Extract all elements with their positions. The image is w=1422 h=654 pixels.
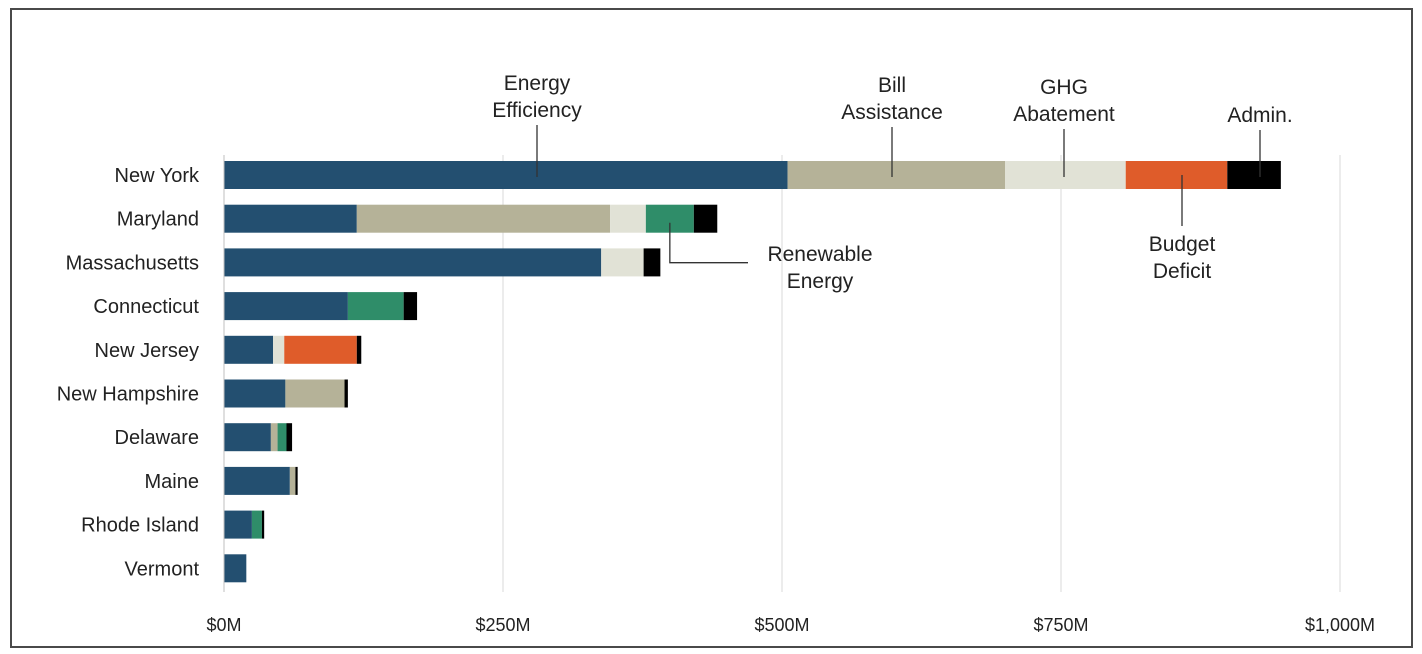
category-label-maine: Maine bbox=[145, 471, 199, 493]
bar-connecticut-renewable-energy bbox=[347, 292, 404, 321]
bar-rhode-island-energy-efficiency bbox=[224, 510, 252, 539]
category-label-massachusetts: Massachusetts bbox=[66, 252, 199, 274]
category-label-rhode-island: Rhode Island bbox=[81, 515, 199, 537]
annotation-bill-assistance: Bill Assistance bbox=[841, 74, 943, 177]
bar-new-jersey-energy-efficiency bbox=[224, 335, 274, 364]
annotation-admin: Admin. bbox=[1227, 104, 1293, 177]
category-label-vermont: Vermont bbox=[125, 558, 200, 580]
bar-delaware-renewable-energy bbox=[277, 423, 287, 452]
category-label-delaware: Delaware bbox=[115, 427, 199, 449]
annotation-ghg-abatement-line-1: Abatement bbox=[1013, 103, 1115, 126]
annotation-renewable-energy: Renewable Energy bbox=[669, 222, 873, 293]
category-label-new-york: New York bbox=[115, 165, 200, 187]
category-label-new-hampshire: New Hampshire bbox=[57, 384, 199, 406]
x-tick-label-2: $500M bbox=[754, 615, 809, 635]
x-axis-ticks: $0M $250M $500M $750M $1,000M bbox=[206, 615, 1375, 635]
bar-massachusetts-ghg-abatement bbox=[601, 248, 644, 277]
bar-maine-energy-efficiency bbox=[224, 466, 290, 495]
bar-maryland-ghg-abatement bbox=[610, 204, 646, 233]
bar-maryland-energy-efficiency bbox=[224, 204, 357, 233]
bar-new-york-budget-deficit bbox=[1125, 161, 1228, 189]
bars bbox=[223, 155, 1281, 592]
annotation-renewable-energy-line-1: Energy bbox=[787, 270, 854, 293]
bar-maine-admin bbox=[295, 466, 298, 495]
annotation-budget-deficit-line-1: Deficit bbox=[1153, 260, 1212, 283]
annotations: Energy Efficiency Bill Assistance GHG Abateme… bbox=[492, 72, 1292, 293]
bar-maryland-bill-assistance bbox=[356, 204, 611, 233]
x-tick-label-0: $0M bbox=[206, 615, 241, 635]
bar-new-hampshire-energy-efficiency bbox=[224, 379, 286, 408]
annotation-bill-assistance-line-1: Assistance bbox=[841, 101, 943, 124]
bar-new-jersey-ghg-abatement bbox=[273, 335, 285, 364]
bar-delaware-admin bbox=[286, 423, 293, 452]
bar-connecticut-energy-efficiency bbox=[224, 292, 348, 321]
bar-rhode-island-renewable-energy bbox=[251, 510, 262, 539]
x-tick-label-1: $250M bbox=[475, 615, 530, 635]
bar-vermont-energy-efficiency bbox=[224, 554, 247, 583]
chart-frame bbox=[10, 8, 1413, 648]
bar-new-jersey-budget-deficit bbox=[284, 335, 357, 364]
bar-new-jersey-admin bbox=[356, 335, 362, 364]
annotation-energy-efficiency-line-0: Energy bbox=[504, 72, 571, 95]
annotation-budget-deficit-line-0: Budget bbox=[1149, 233, 1216, 256]
bar-delaware-bill-assistance bbox=[270, 423, 278, 452]
annotation-ghg-abatement: GHG Abatement bbox=[1013, 76, 1115, 177]
bar-connecticut-admin bbox=[403, 292, 418, 321]
bar-delaware-energy-efficiency bbox=[224, 423, 271, 452]
bar-new-york-energy-efficiency bbox=[224, 161, 788, 189]
annotation-renewable-energy-line-0: Renewable bbox=[767, 243, 872, 266]
bar-new-york-ghg-abatement bbox=[1005, 161, 1126, 189]
bar-new-hampshire-admin bbox=[344, 379, 348, 408]
category-label-new-jersey: New Jersey bbox=[95, 340, 199, 362]
x-tick-label-4: $1,000M bbox=[1305, 615, 1375, 635]
annotation-energy-efficiency-line-1: Efficiency bbox=[492, 99, 582, 122]
category-label-maryland: Maryland bbox=[117, 209, 199, 231]
bar-massachusetts-admin bbox=[643, 248, 661, 277]
bar-new-york-admin bbox=[1227, 161, 1281, 189]
bar-rhode-island-admin bbox=[261, 510, 265, 539]
annotation-budget-deficit: Budget Deficit bbox=[1149, 175, 1216, 283]
bar-new-york-bill-assistance bbox=[787, 161, 1006, 189]
annotation-energy-efficiency: Energy Efficiency bbox=[492, 72, 582, 177]
annotation-bill-assistance-line-0: Bill bbox=[878, 74, 906, 97]
bar-new-hampshire-bill-assistance bbox=[285, 379, 345, 408]
bar-maryland-admin bbox=[693, 204, 718, 233]
x-tick-label-3: $750M bbox=[1033, 615, 1088, 635]
annotation-ghg-abatement-line-0: GHG bbox=[1040, 76, 1088, 99]
category-label-connecticut: Connecticut bbox=[93, 296, 199, 318]
annotation-renewable-energy-leader bbox=[669, 222, 748, 264]
annotation-admin-line-0: Admin. bbox=[1227, 104, 1292, 127]
category-labels: New York Maryland Massachusetts Connecticut… bbox=[57, 165, 200, 580]
bar-massachusetts-energy-efficiency bbox=[224, 248, 602, 277]
bar-maine-bill-assistance bbox=[289, 466, 296, 495]
